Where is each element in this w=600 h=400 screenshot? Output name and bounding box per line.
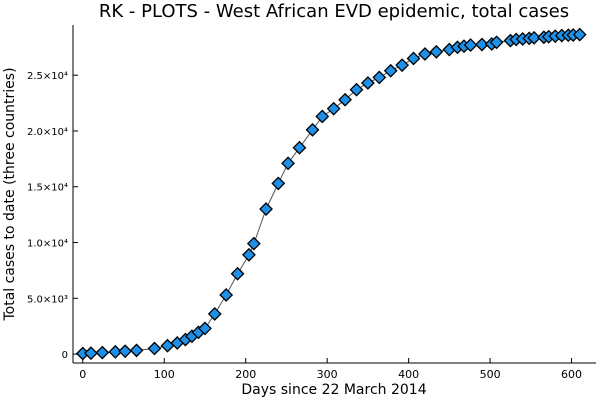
data-point [489,35,504,50]
y-tick-label: 2.5×10⁴ [27,71,68,82]
x-tick-label: 300 [317,368,338,381]
data-point [292,140,307,155]
data-point [84,346,98,361]
y-axis-label: Total cases to date (three countries) [2,67,18,321]
data-point [198,321,212,336]
x-tick-label: 100 [154,368,175,381]
data-point [129,343,144,358]
data-point [207,306,222,321]
data-point [395,58,410,73]
data-point [429,44,444,59]
y-tick-label: 1.5×10⁴ [27,183,68,194]
series-markers [75,27,587,361]
data-point [383,63,398,78]
data-point [271,176,286,191]
chart-title: RK - PLOTS - West African EVD epidemic, … [99,1,569,22]
data-point [326,101,341,116]
y-tick-label: 0 [62,350,68,361]
data-point [372,70,387,85]
data-point [246,236,261,251]
series-cases [75,27,587,361]
data-point [281,156,295,171]
x-tick-label: 200 [235,368,256,381]
x-axis-label: Days since 22 March 2014 [241,382,426,398]
data-point [338,92,353,107]
x-tick-label: 0 [79,368,86,381]
x-tick-label: 500 [480,368,501,381]
data-point [108,344,123,359]
data-point [259,202,273,216]
series-line [82,34,580,354]
x-tick-label: 400 [398,368,419,381]
data-point [349,82,364,97]
data-point [475,37,489,52]
data-point [160,338,175,353]
data-point [418,47,432,61]
data-point [305,122,320,137]
data-point [315,109,330,124]
y-tick-label: 5.0×10³ [27,294,68,305]
x-tick-label: 600 [561,368,582,381]
x-axis-ticks: 0 100 200 300 400 500 600 [79,358,582,381]
data-point [463,38,478,52]
data-point [572,27,587,42]
data-point [527,30,542,45]
data-point [406,51,421,66]
y-tick-label: 2.0×10⁴ [27,127,68,138]
y-axis-ticks: 0 5.0×10³ 1.0×10⁴ 1.5×10⁴ 2.0×10⁴ 2.5×10⁴ [27,71,78,361]
data-point [230,266,245,281]
data-point [147,341,162,356]
data-point [219,288,234,302]
y-tick-label: 1.0×10⁴ [27,239,68,250]
data-point [95,345,110,360]
data-point [242,247,256,262]
data-point [360,76,375,90]
data-point [118,344,133,359]
